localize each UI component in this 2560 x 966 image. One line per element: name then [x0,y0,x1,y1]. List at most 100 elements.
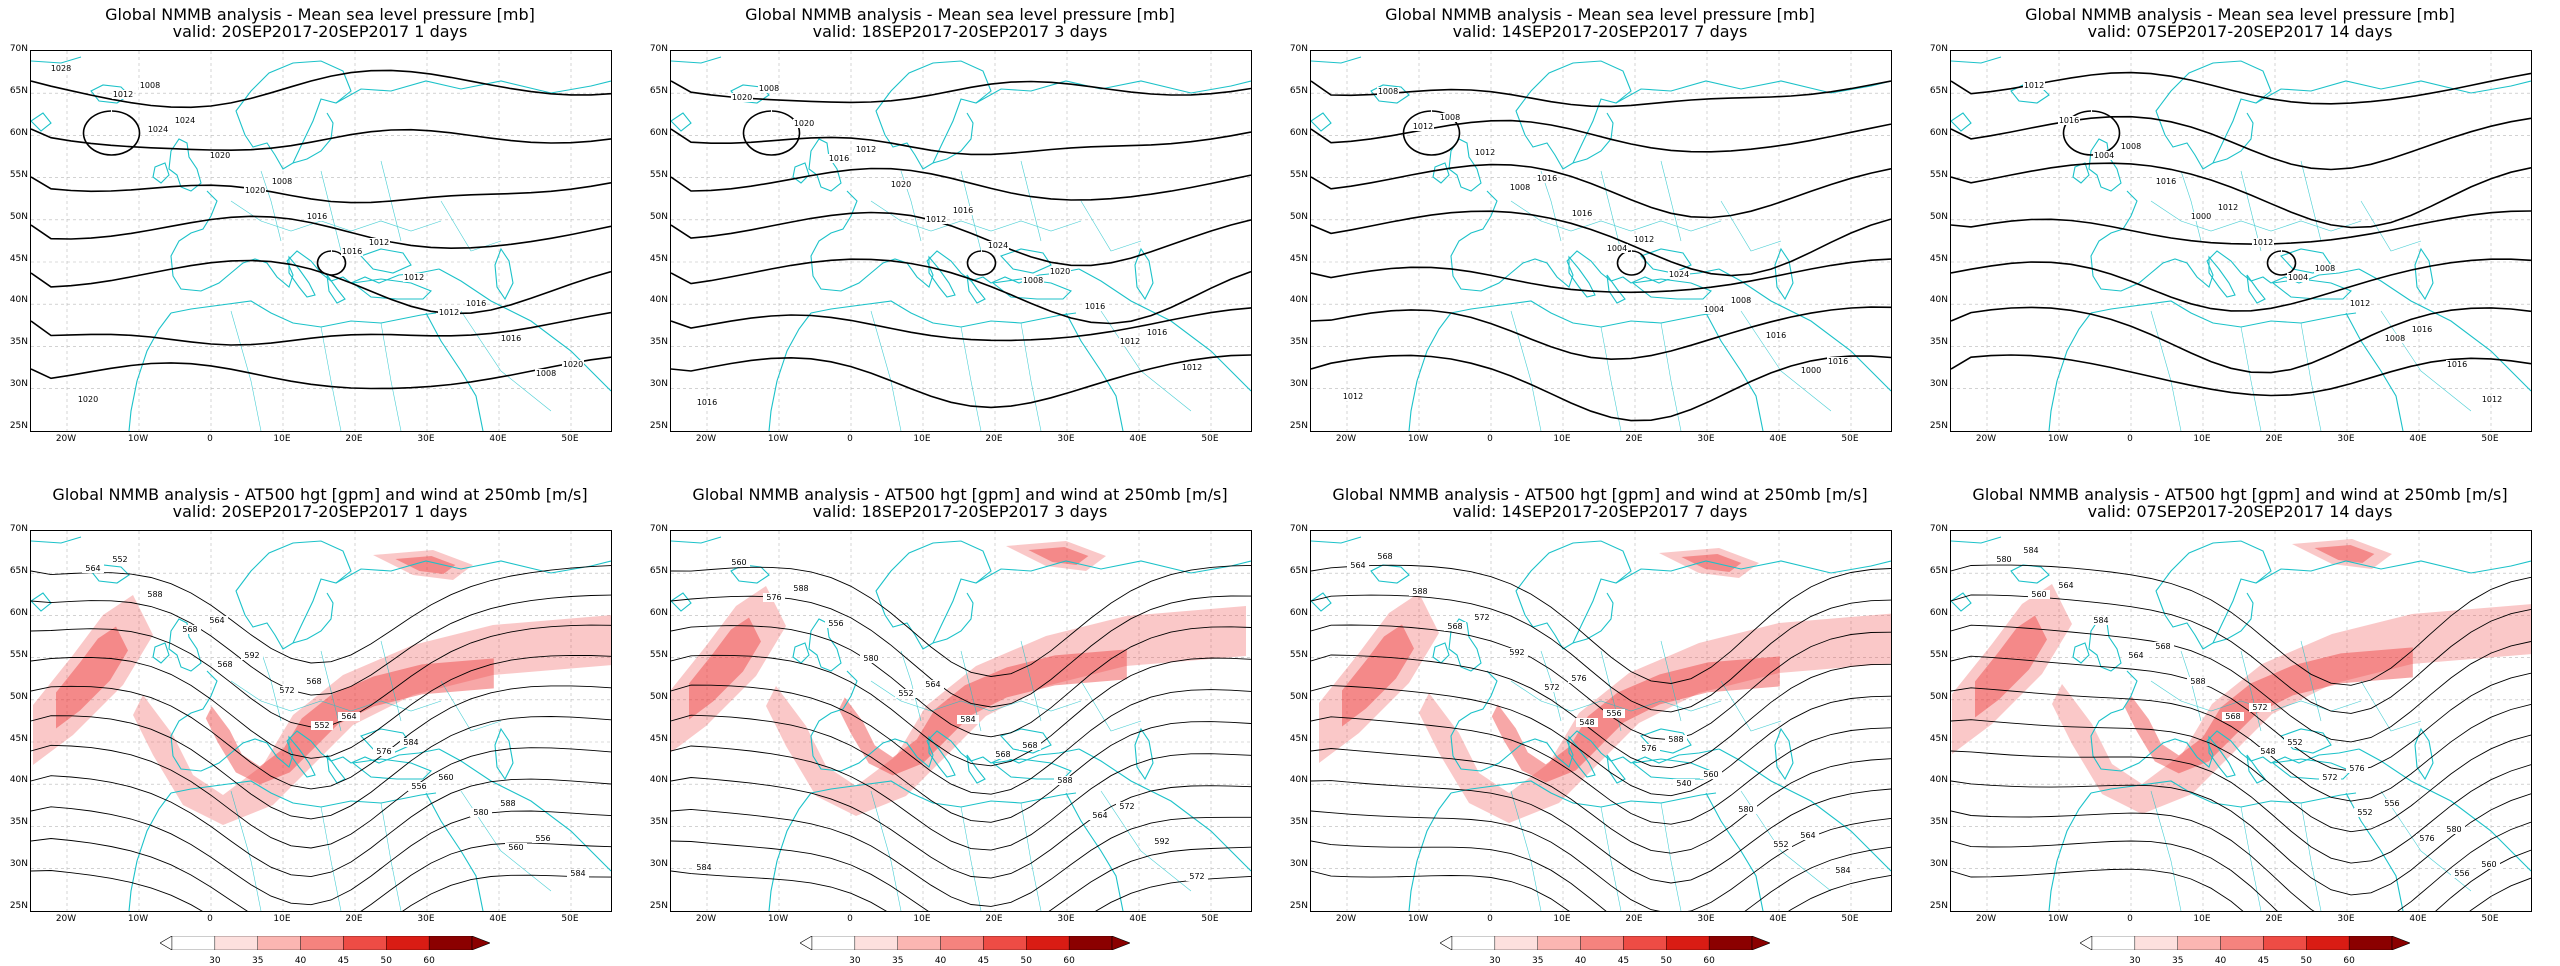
coastline [335,80,611,104]
lat-label: 25N [1289,901,1308,912]
contour-label: 1012 [1475,148,1495,157]
contour-label: 1012 [1182,363,1202,372]
lon-label: 20W [1335,434,1357,444]
country-border [870,200,1082,232]
lat-label: 40N [1289,295,1308,306]
contour [31,715,611,820]
panel-title: Global NMMB analysis - AT500 hgt [gpm] a… [1280,486,1920,520]
contour-label: 572 [1544,683,1559,692]
coastline [2358,748,2531,872]
map-area: 568 552 556 560 564 568 572 576 580 584 588 592 564 5… [30,530,612,912]
wind-core [838,649,1127,776]
coastline [810,670,1080,772]
contour [966,250,997,276]
contour-label: 1008 [1378,87,1398,96]
country-border [1020,160,1042,242]
lon-label: 20E [985,434,1003,444]
map-area: 1004 1000 1004 1008 1012 1016 1016 1012 1012 1016… [1950,50,2532,432]
coastline [671,536,722,544]
coastline [2090,300,2357,328]
colorbar-bin [214,936,258,950]
coastline [1572,592,1614,644]
coastline [1448,138,1482,192]
coastline [2271,278,2352,300]
contour-label: 1012 [369,238,389,247]
colorbar-arrow-right [2391,936,2410,950]
lat-label: 65N [9,565,28,576]
contour-label: 1016 [2412,325,2432,334]
contour-label: 592 [1509,648,1524,657]
lon-label: 10E [273,914,291,924]
lon-label: 10E [1553,914,1571,924]
contour [2266,250,2297,276]
coastline [170,190,440,292]
contour [31,744,611,849]
contour-label: 568 [995,750,1010,759]
country-border [1510,790,1542,911]
lat-label: 50N [1289,691,1308,702]
contour-label: 560 [508,843,523,852]
contour [1616,250,1647,276]
colorbar-arrow-right [1111,936,1130,950]
contour-label: 556 [1606,709,1621,718]
panel-title-line1: Global NMMB analysis - Mean sea level pr… [2025,5,2455,24]
colorbar-tick: 50 [380,956,392,966]
contour-label: 1008 [1440,113,1460,122]
lat-label: 65N [1929,565,1948,576]
colorbar-bin [1708,936,1753,950]
contour [742,110,801,156]
colorbar-bin [1068,936,1113,950]
coastline [2246,754,2266,784]
coastline [1311,536,1362,544]
lat-label: 50N [1929,691,1948,702]
lat-label: 30N [9,379,28,390]
coastline [928,255,956,298]
contour-label: 556 [535,834,550,843]
coastline [1568,735,1596,778]
lon-label: 0 [847,434,853,444]
coastline [326,274,346,304]
coastline [1640,248,1692,274]
lon-label: 50E [1201,914,1219,924]
contour [671,840,1251,911]
panel-title-line2: valid: 18SEP2017-20SEP2017 3 days [812,22,1108,41]
lon-label: 10W [127,914,149,924]
colorbar-bin [1623,936,1667,950]
contour [1311,748,1891,854]
borders [2150,160,2472,431]
contour-label: 552 [898,689,913,698]
contour [671,684,1251,795]
panel-title-line1: Global NMMB analysis - Mean sea level pr… [745,5,1175,24]
country-border [260,650,282,722]
country-border [260,170,282,242]
map-area: 548 540 552 564 568 572 576 580 584 588 592 556 560 5… [1310,530,1892,912]
coastline [1311,592,1332,612]
contour-label: 1004 [2094,151,2114,160]
wind-colorbar: 30 35 40 45 50 60 [2080,936,2410,966]
lon-label: 20W [695,914,717,924]
contour-label: 564 [1350,561,1365,570]
hgt-wind-panel-2: Global NMMB analysis - AT500 hgt [gpm] a… [640,480,1280,966]
wind-area [133,615,611,825]
contour [31,654,611,759]
colorbar-bin [983,936,1027,950]
coastline [1515,60,1632,170]
wind-area [766,606,1246,816]
country-border [1720,200,1782,252]
lon-label: 0 [1487,914,1493,924]
lon-label: 10W [767,914,789,924]
coastline [1615,560,1891,584]
lat-label: 25N [1929,421,1948,432]
wind-area [2052,604,2531,814]
contour-label: 556 [2454,869,2469,878]
country-border [320,650,342,732]
contour-label: 576 [1641,744,1656,753]
panel-title-line1: Global NMMB analysis - Mean sea level pr… [1385,5,1815,24]
wind-core [1491,656,1780,783]
colorbar-bin [428,936,473,950]
contour-label: 572 [279,686,294,695]
contour [671,80,1251,104]
colorbar-bin [257,936,301,950]
coastline [1450,300,1717,328]
colorbar-arrow-left [800,936,813,950]
